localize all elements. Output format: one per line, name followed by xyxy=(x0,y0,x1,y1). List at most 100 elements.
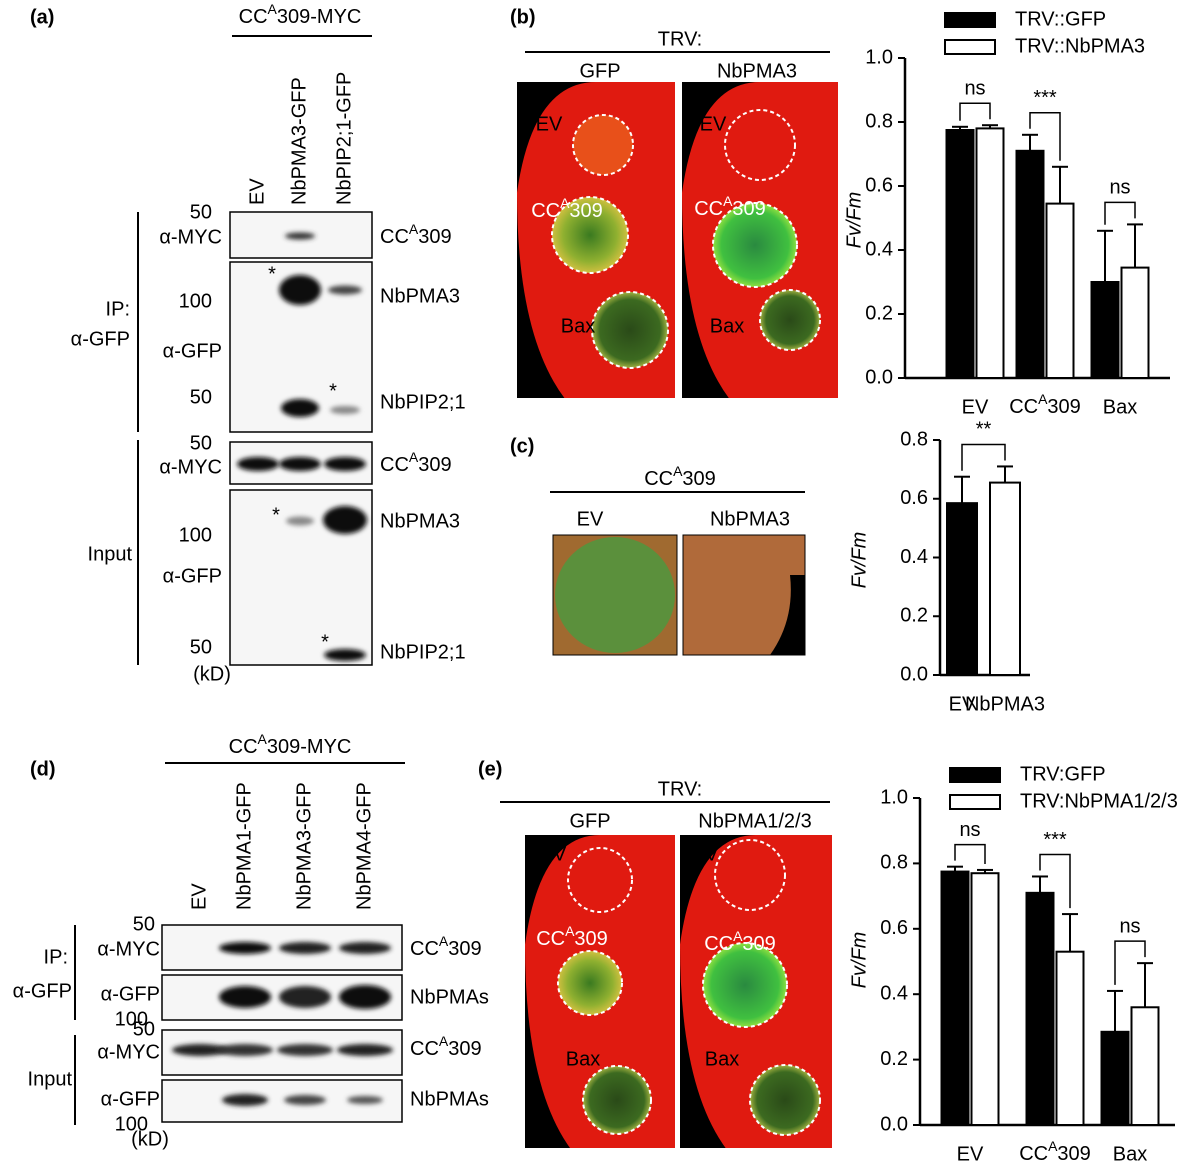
text-part: CC xyxy=(694,198,723,220)
group-label: α-GFP xyxy=(71,328,130,350)
leaf-lesion xyxy=(750,1065,820,1135)
size-unit: (kD) xyxy=(131,1128,169,1150)
text-part: 309 xyxy=(448,1038,481,1060)
text-part: A xyxy=(409,221,419,237)
asterisk: * xyxy=(272,504,280,526)
text-part: CC xyxy=(1019,1143,1048,1161)
blot-band xyxy=(324,457,366,471)
band-label: NbPIP2;1 xyxy=(380,391,466,413)
bar xyxy=(1045,202,1075,379)
x-tick-label: CCA309 xyxy=(1019,1138,1091,1161)
infiltration-circle xyxy=(759,289,821,351)
text-part: CC xyxy=(239,6,268,28)
leaf-lesion xyxy=(703,943,787,1027)
text-part: CC xyxy=(229,736,258,758)
text-part: 309-MYC xyxy=(277,6,361,28)
treatment-label: TRV: xyxy=(658,778,702,800)
significance-bracket xyxy=(954,843,986,864)
infiltration-circle xyxy=(557,950,623,1016)
blot-box xyxy=(229,211,373,259)
legend-label: TRV::GFP xyxy=(1015,8,1106,30)
panel-label: (e) xyxy=(478,758,502,780)
leaf-lesion xyxy=(592,292,668,368)
text-part: 309 xyxy=(1057,1143,1090,1161)
x-tick-label: EV xyxy=(949,693,976,715)
spot-label: Bax xyxy=(561,315,595,337)
text-part: 309 xyxy=(732,198,765,220)
text-part: 309 xyxy=(448,938,481,960)
size-marker: 50 xyxy=(133,913,155,935)
antibody-label: α-GFP xyxy=(163,565,222,587)
infiltration-circle xyxy=(582,1065,652,1135)
blot-band xyxy=(172,1044,228,1056)
y-tick-label: 0.4 xyxy=(865,238,893,260)
group-label: IP: xyxy=(106,298,130,320)
bar xyxy=(1015,149,1045,379)
legend-swatch xyxy=(944,39,996,55)
construct-label: CCA309-MYC xyxy=(239,1,362,29)
antibody-label: α-MYC xyxy=(159,456,222,478)
infiltration-circle xyxy=(702,942,788,1028)
column-label: GFP xyxy=(569,810,610,832)
band-label: CCA309 xyxy=(410,1033,482,1061)
significance-label: *** xyxy=(1033,87,1057,109)
legend-swatch xyxy=(949,767,1001,783)
blot-band xyxy=(339,985,391,1009)
asterisk: * xyxy=(329,380,337,402)
bar xyxy=(970,872,1000,1127)
lane-label: NbPMA3-GFP xyxy=(293,782,315,910)
band-label: CCA309 xyxy=(410,933,482,961)
legend-swatch xyxy=(949,794,1001,810)
text-part: CC xyxy=(644,468,673,490)
bar xyxy=(1055,950,1085,1126)
lane-label: NbPMA4-GFP xyxy=(353,782,375,910)
text-part: A xyxy=(409,449,419,465)
lane-label: NbPIP2;1-GFP xyxy=(333,72,355,205)
leaf-lesion xyxy=(552,197,628,273)
spot-label: EV xyxy=(540,843,567,865)
antibody-label: α-MYC xyxy=(159,226,222,248)
leaf-lesion xyxy=(558,951,622,1015)
size-marker: 50 xyxy=(190,386,212,408)
significance-bracket xyxy=(1104,201,1136,225)
x-tick-label: NbPMA3 xyxy=(965,693,1045,715)
text-part: A xyxy=(1038,391,1048,407)
band-label: NbPMA3 xyxy=(380,510,460,532)
group-label: Input xyxy=(28,1068,73,1090)
panel-label: (b) xyxy=(510,6,536,28)
blot-band xyxy=(339,942,391,954)
blot-band xyxy=(323,506,367,534)
band-label: NbPMAs xyxy=(410,986,489,1008)
bar xyxy=(1120,266,1150,380)
infiltration-circle xyxy=(567,847,633,913)
infiltration-circle xyxy=(724,109,796,181)
significance-bracket xyxy=(1114,940,1146,985)
antibody-label: α-MYC xyxy=(97,938,160,960)
y-tick-label: 0.8 xyxy=(880,852,908,874)
blot-band xyxy=(279,275,321,305)
significance-bracket xyxy=(961,443,1006,471)
spot-label: EV xyxy=(536,113,563,135)
blot-band xyxy=(286,516,314,526)
spot-label: CCA309 xyxy=(694,193,766,221)
y-tick-label: 0.2 xyxy=(865,302,893,324)
y-tick-label: 0.0 xyxy=(900,663,928,685)
lane-label: EV xyxy=(246,178,268,205)
bar xyxy=(989,481,1021,676)
size-marker: 100 xyxy=(115,1113,148,1135)
antibody-label: α-GFP xyxy=(101,983,160,1005)
y-tick-label: 0.8 xyxy=(900,428,928,450)
antibody-label: α-GFP xyxy=(163,340,222,362)
y-tick-label: 0.4 xyxy=(880,982,908,1004)
spot-label: Bax xyxy=(705,1048,739,1070)
group-label: IP: xyxy=(44,946,68,968)
column-label: GFP xyxy=(579,60,620,82)
column-label: NbPMA3 xyxy=(717,60,797,82)
blot-band xyxy=(279,942,331,954)
band-label: NbPIP2;1 xyxy=(380,641,466,663)
infiltration-circle xyxy=(712,202,798,288)
x-tick-label: EV xyxy=(957,1143,984,1161)
band-label: CCA309 xyxy=(380,449,452,477)
y-axis-label: Fv/Fm xyxy=(848,932,870,989)
y-tick-label: 0.0 xyxy=(880,1113,908,1135)
